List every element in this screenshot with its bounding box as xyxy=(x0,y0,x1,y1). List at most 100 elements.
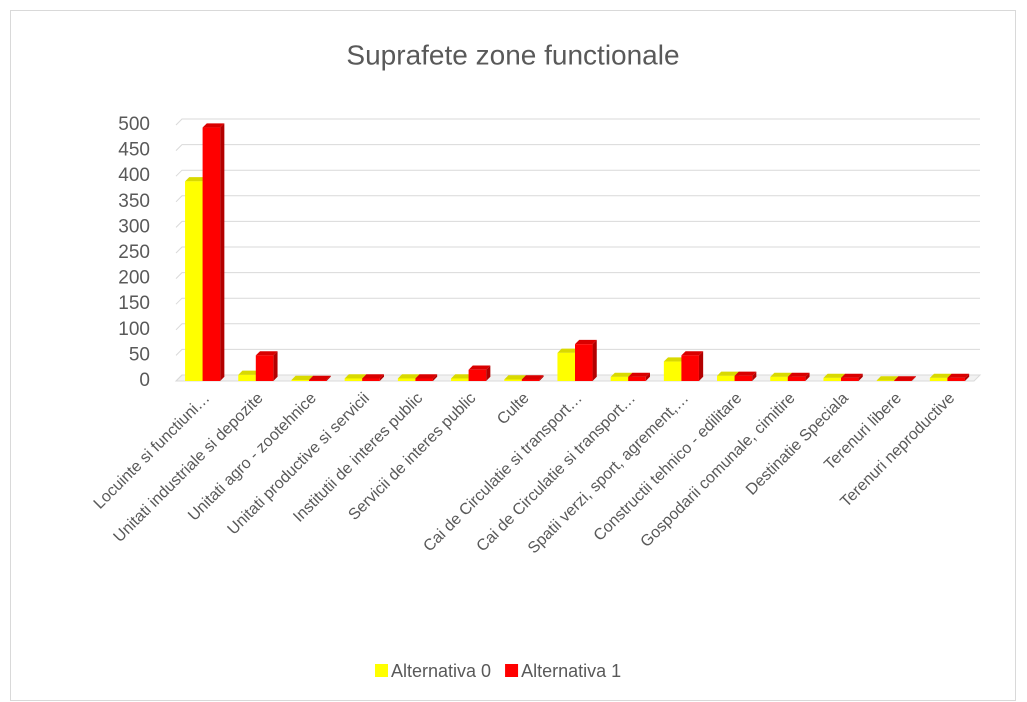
legend-swatch xyxy=(375,664,388,677)
bar xyxy=(468,369,487,381)
bar-top xyxy=(717,371,739,376)
bar-top xyxy=(787,372,810,377)
y-tick-label: 300 xyxy=(118,216,150,237)
bar-side xyxy=(964,373,970,381)
bar xyxy=(663,361,682,381)
bar-top xyxy=(841,373,863,378)
bar xyxy=(770,376,788,381)
bar xyxy=(202,127,221,381)
bar xyxy=(504,379,522,381)
bar-top xyxy=(344,374,367,379)
bar-side xyxy=(220,123,225,382)
bar-top xyxy=(451,374,473,379)
bar xyxy=(841,377,859,381)
bar-top xyxy=(876,376,899,381)
grid-line xyxy=(175,374,980,382)
bar-top xyxy=(504,375,526,380)
bar-side xyxy=(752,371,757,381)
y-tick-label: 150 xyxy=(118,293,150,314)
bar xyxy=(309,379,327,381)
bar xyxy=(717,375,735,381)
chart-frame xyxy=(10,10,1016,701)
bar xyxy=(238,374,256,381)
bar xyxy=(628,376,646,381)
bar-side xyxy=(698,351,704,381)
bar-top xyxy=(628,372,650,377)
bar-top xyxy=(362,374,384,379)
bar xyxy=(397,378,416,381)
bar-side xyxy=(645,372,650,381)
y-tick-label: 100 xyxy=(118,319,150,340)
y-tick-label: 500 xyxy=(118,114,150,135)
legend-swatch xyxy=(505,664,519,677)
bar-side xyxy=(805,372,810,381)
y-tick-label: 0 xyxy=(139,370,150,391)
bar-top xyxy=(309,375,331,380)
bar-side xyxy=(486,365,491,381)
bar-side xyxy=(432,374,438,381)
bar-side xyxy=(592,339,597,381)
bar-top xyxy=(468,365,491,370)
bar xyxy=(451,378,469,381)
bar-side xyxy=(273,351,278,381)
chart-title: Suprafete zone functionale xyxy=(346,39,679,70)
bar xyxy=(344,378,363,381)
bar-side xyxy=(379,374,384,381)
grid-line xyxy=(175,118,980,126)
bar-top xyxy=(521,375,544,380)
bar xyxy=(681,355,699,381)
y-tick-label: 250 xyxy=(118,242,150,263)
bar-top xyxy=(202,123,225,128)
y-tick-label: 50 xyxy=(129,344,150,365)
bar-top xyxy=(823,373,846,378)
bar xyxy=(185,181,203,381)
bar-side xyxy=(858,373,863,381)
grid-line xyxy=(175,323,980,331)
bar xyxy=(291,379,309,381)
bar xyxy=(894,380,912,381)
bar xyxy=(947,377,965,381)
legend-label: Alternativa 1 xyxy=(521,661,621,681)
bar-top xyxy=(238,370,260,375)
bar-top xyxy=(929,373,952,378)
grid-line xyxy=(175,272,980,279)
bar-side xyxy=(911,376,916,381)
bar-top xyxy=(397,374,420,379)
bar-top xyxy=(557,348,580,353)
y-tick-label: 450 xyxy=(118,140,150,161)
bar xyxy=(734,375,753,381)
bar-top xyxy=(663,357,686,362)
grid-line xyxy=(175,246,980,254)
bar xyxy=(823,377,841,381)
bar-top xyxy=(770,372,792,377)
bar xyxy=(787,376,806,381)
legend-label: Alternativa 0 xyxy=(391,661,491,681)
bar-top xyxy=(681,351,704,356)
y-tick-label: 350 xyxy=(118,191,150,212)
bar-top xyxy=(947,373,970,378)
bar xyxy=(521,379,540,381)
bar-side xyxy=(326,375,331,381)
bar xyxy=(557,352,575,381)
y-tick-label: 200 xyxy=(118,268,150,289)
bar xyxy=(362,378,380,381)
bar-top xyxy=(734,371,757,376)
grid-line xyxy=(175,348,980,356)
grid-line xyxy=(175,220,980,228)
bar-top xyxy=(575,339,597,345)
bar-top xyxy=(415,374,438,379)
bar xyxy=(575,344,593,381)
bar-top xyxy=(894,376,916,381)
bar-side xyxy=(539,375,544,381)
grid-line xyxy=(175,144,980,151)
bar-top xyxy=(185,177,207,182)
bar xyxy=(929,377,948,381)
bar xyxy=(415,378,433,381)
bar-top xyxy=(291,375,314,380)
bar-top xyxy=(610,372,633,377)
bar xyxy=(610,376,629,381)
grid-line xyxy=(175,297,980,305)
grid-line xyxy=(175,169,980,177)
bar-top xyxy=(255,351,278,356)
